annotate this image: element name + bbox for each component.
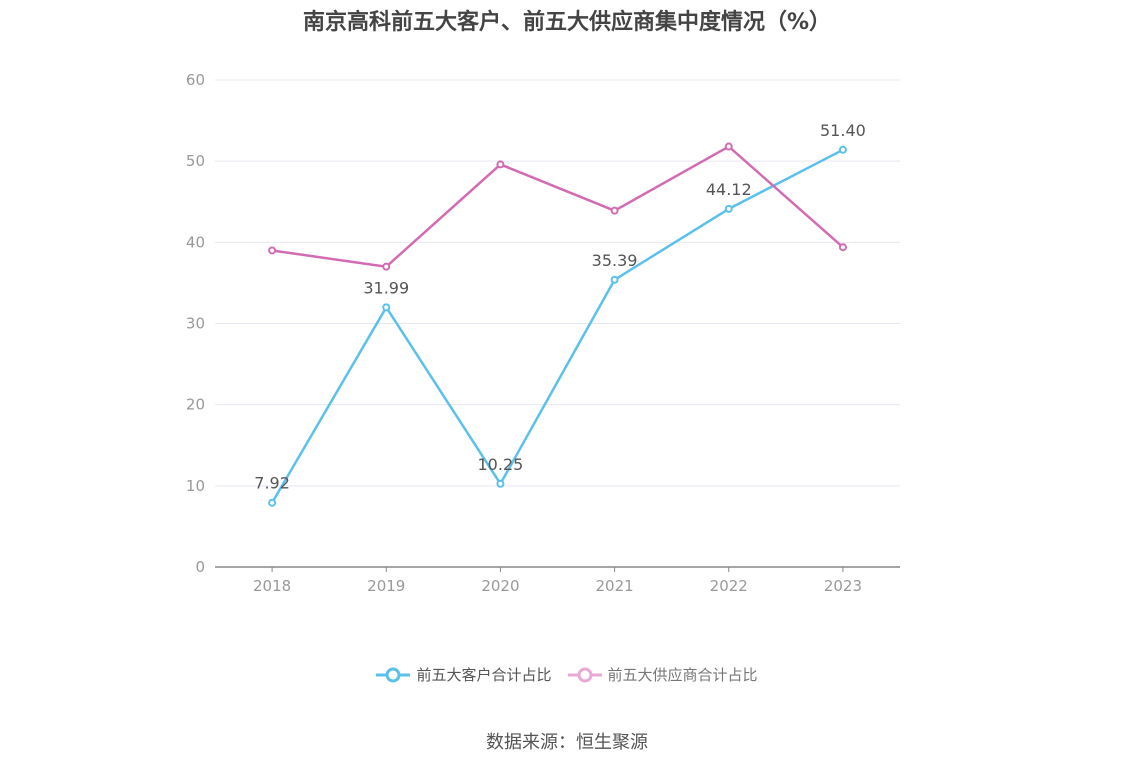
data-point-s1-2020 — [496, 160, 505, 169]
data-source: 数据来源：恒生聚源 — [486, 732, 648, 753]
data-point-s0-2018 — [268, 498, 277, 507]
y-tick-label-60: 60 — [186, 71, 205, 89]
series-line-0 — [271, 148, 844, 504]
data-point-s0-2020 — [496, 479, 505, 488]
y-tick-label-50: 50 — [186, 152, 205, 170]
legend-label-customers: 前五大客户合计占比 — [416, 666, 552, 684]
x-tick-label-2022: 2022 — [710, 577, 748, 595]
y-tick-label-40: 40 — [186, 233, 205, 251]
data-point-s1-2021 — [610, 206, 619, 215]
legend-item-customers[interactable]: 前五大客户合计占比 — [376, 664, 552, 685]
data-point-s1-2018 — [268, 246, 277, 255]
x-tick-label-2020: 2020 — [481, 577, 519, 595]
x-tick-label-2019: 2019 — [367, 577, 405, 595]
data-label-s0-2021: 35.39 — [592, 251, 638, 270]
chart-title: 南京高科前五大客户、前五大供应商集中度情况（%） — [302, 10, 832, 35]
data-label-s0-2019: 31.99 — [363, 278, 409, 297]
legend-swatch-suppliers — [567, 667, 602, 682]
data-label-s0-2023: 51.40 — [820, 121, 866, 140]
data-point-s0-2019 — [382, 303, 391, 312]
y-tick-label-30: 30 — [186, 315, 205, 333]
y-tick-label-10: 10 — [186, 477, 205, 495]
data-point-s0-2021 — [610, 275, 619, 284]
data-point-s1-2023 — [838, 243, 847, 252]
y-tick-label-20: 20 — [186, 396, 205, 414]
x-tick-label-2018: 2018 — [253, 577, 291, 595]
data-point-s0-2023 — [838, 145, 847, 154]
data-point-s1-2022 — [724, 142, 733, 151]
chart-legend: 前五大客户合计占比 前五大供应商合计占比 — [0, 664, 1134, 685]
data-label-s0-2022: 44.12 — [706, 180, 752, 199]
series-line-1 — [271, 145, 844, 268]
legend-item-suppliers[interactable]: 前五大供应商合计占比 — [567, 664, 758, 685]
x-tick-label-2023: 2023 — [824, 577, 862, 595]
y-tick-label-0: 0 — [195, 558, 205, 576]
x-tick-label-2021: 2021 — [595, 577, 633, 595]
legend-label-suppliers: 前五大供应商合计占比 — [607, 666, 758, 684]
data-point-s0-2022 — [724, 204, 733, 213]
data-label-s0-2018: 7.92 — [254, 474, 290, 493]
data-label-s0-2020: 10.25 — [478, 455, 524, 474]
legend-swatch-customers — [376, 667, 411, 682]
data-point-s1-2019 — [382, 262, 391, 271]
